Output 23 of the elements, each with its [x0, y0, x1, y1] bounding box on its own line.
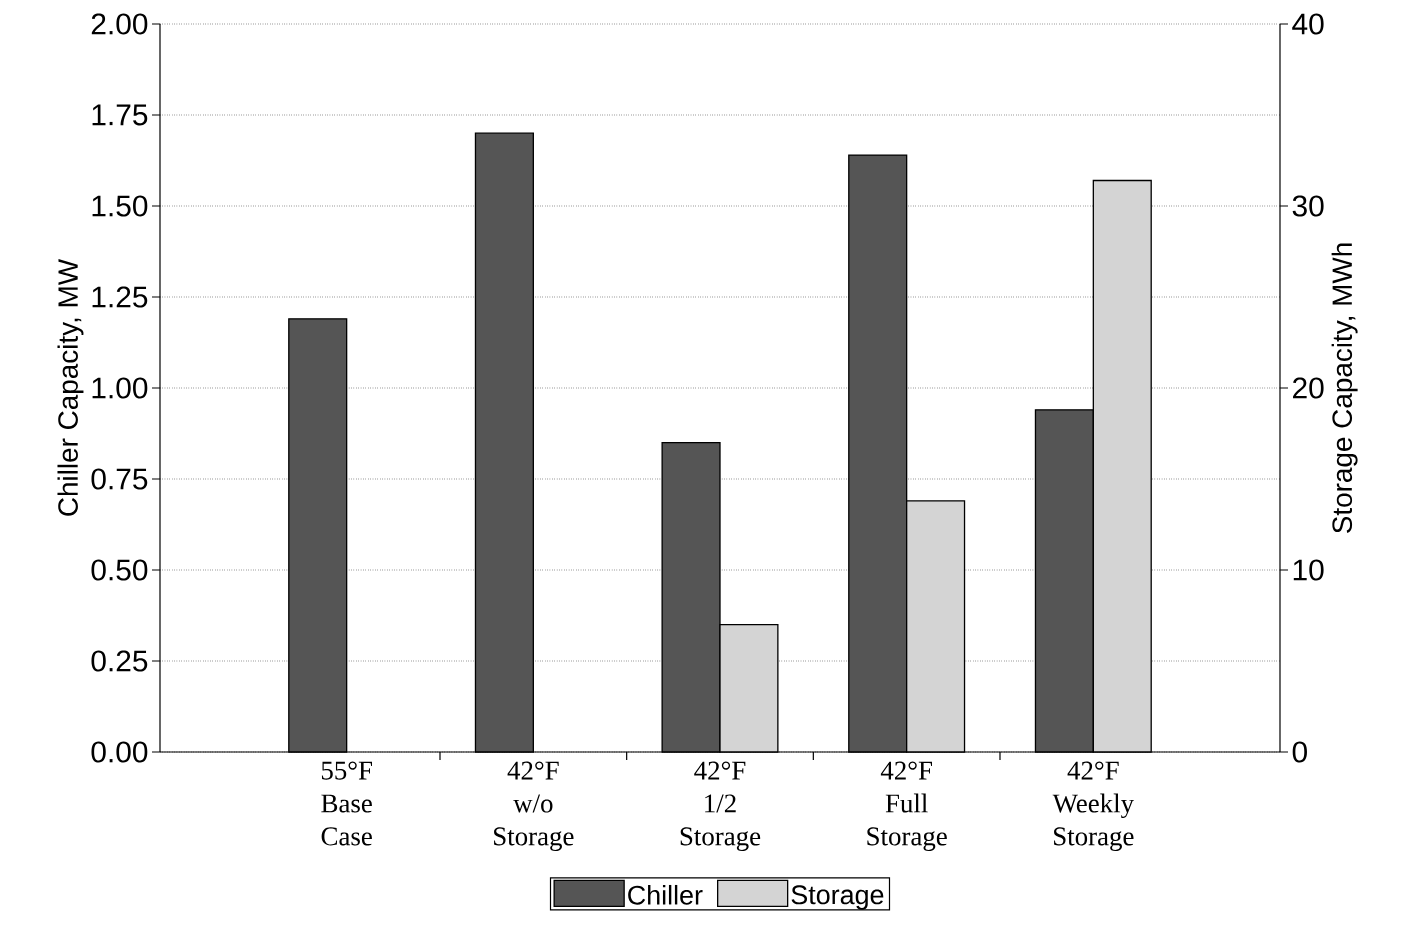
y-tick-label: 0.25	[91, 650, 148, 672]
y2-tick-label: 40	[1292, 13, 1324, 35]
y-tick-label: 0.00	[91, 741, 148, 763]
y2-axis-title: Storage Capacity, MWh	[1331, 243, 1358, 533]
y-tick-label: 1.00	[92, 377, 148, 399]
y-axis-title: Chiller Capacity, MW	[57, 258, 84, 516]
y2-tick-label: 30	[1292, 195, 1324, 217]
y-tick-label: 2.00	[91, 13, 148, 35]
y2-tick-label: 20	[1293, 377, 1324, 399]
y2-tick-label: 0	[1292, 741, 1307, 763]
y-tick-label: 1.75	[92, 104, 148, 126]
y-tick-label: 1.50	[92, 195, 148, 217]
x-tick-label: 42°F Full Storage	[867, 761, 947, 851]
legend-label: Chiller	[628, 884, 703, 905]
y-tick-label: 1.25	[92, 286, 148, 308]
y2-tick-label: 10	[1293, 559, 1324, 581]
x-tick-label: 42°F w/o Storage	[494, 761, 574, 851]
y-tick-label: 0.75	[91, 468, 148, 490]
x-tick-label: 42°F 1/2 Storage	[680, 761, 761, 851]
x-tick-label: 55°F Base Case	[321, 761, 372, 846]
x-tick-label: 42°F Weekly Storage	[1052, 761, 1134, 851]
legend-label: Storage	[791, 885, 884, 910]
y-tick-label: 0.50	[91, 559, 148, 581]
